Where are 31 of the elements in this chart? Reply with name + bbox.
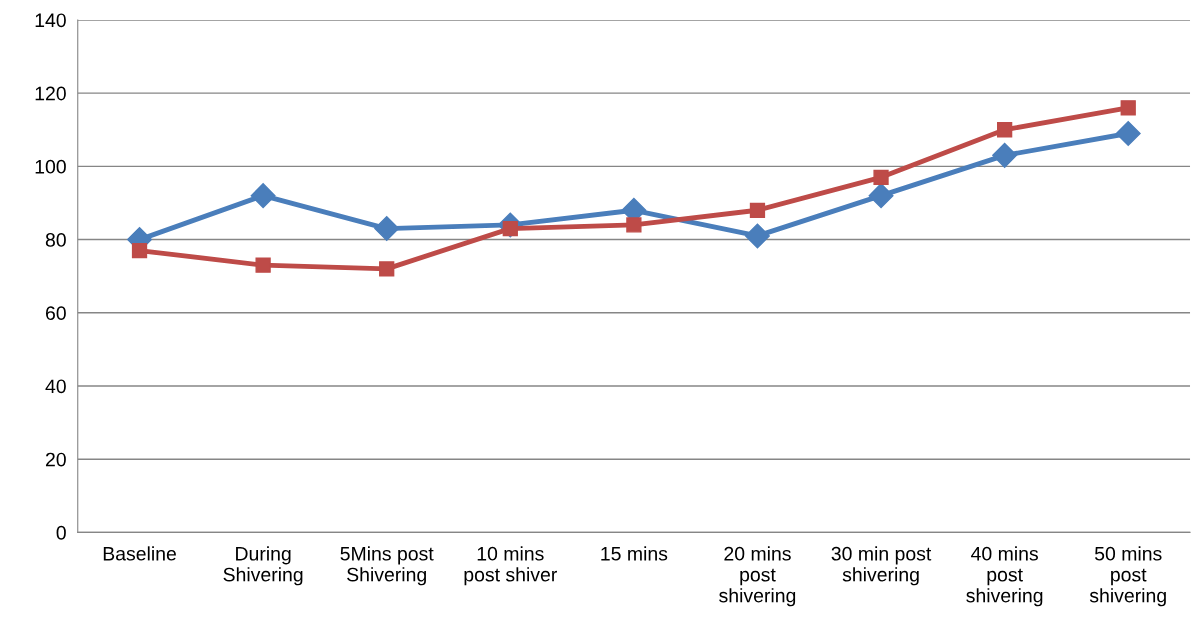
y-tick-label: 60	[45, 306, 66, 321]
x-tick-label: 10 mins post shiver	[464, 546, 557, 586]
point	[1120, 100, 1136, 116]
x-tick-label: During Shivering	[223, 546, 303, 586]
y-tick-label: 80	[45, 233, 66, 247]
y-tick-label: 140	[35, 13, 66, 28]
y-tick-label: 100	[35, 159, 66, 174]
point	[255, 257, 271, 273]
x-tick-label: 50 mins post shivering	[1089, 546, 1166, 607]
point	[1115, 120, 1141, 146]
x-tick-label: 15 mins	[601, 546, 668, 561]
point	[374, 216, 400, 242]
point	[250, 183, 276, 209]
point	[997, 122, 1013, 138]
point	[873, 169, 889, 185]
y-tick-label: 0	[56, 525, 66, 540]
point	[868, 183, 894, 209]
point	[744, 223, 770, 249]
point	[379, 261, 395, 277]
y-tick-label: 120	[35, 86, 66, 101]
x-tick-label: 40 mins post shivering	[966, 546, 1043, 607]
y-tick-label: 20	[45, 452, 66, 467]
y-tick-label: 40	[45, 379, 66, 394]
x-tick-label: 30 min post shivering	[831, 546, 932, 586]
x-tick-label: 5Mins post Shivering	[340, 546, 434, 586]
point	[626, 217, 642, 233]
x-tick-label: 20 mins post shivering	[719, 546, 796, 607]
point	[749, 202, 766, 218]
point	[131, 242, 148, 259]
point	[992, 142, 1018, 168]
x-tick-label: Baseline	[103, 546, 176, 561]
